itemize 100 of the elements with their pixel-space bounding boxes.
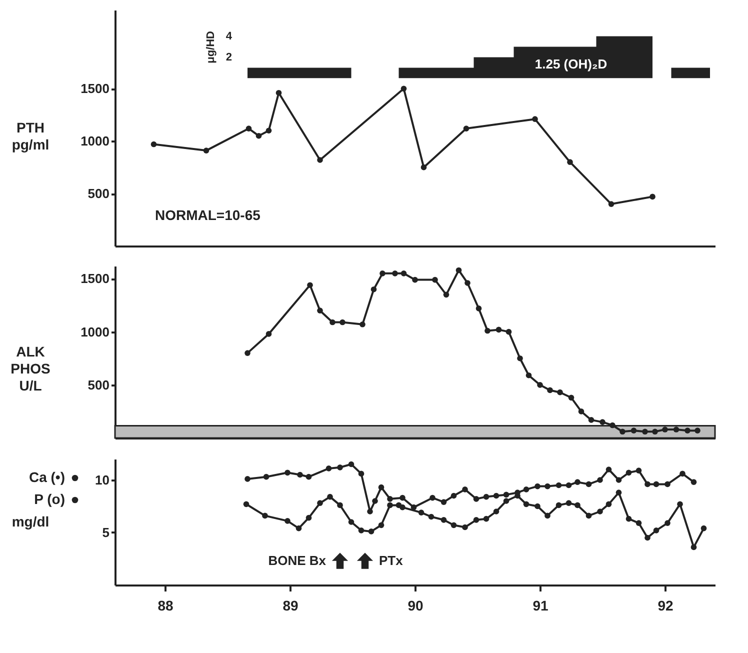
y-axis-title: mg/dl [12,514,50,530]
point [588,417,594,423]
x-tick-label: 89 [282,598,298,614]
point [330,319,336,326]
y-axis-title: PTH pg/ml [12,120,50,152]
point [358,527,364,534]
legend-label: Ca (•) [28,469,65,485]
point [244,476,250,482]
point [327,494,333,500]
point [566,500,572,506]
point [526,372,532,378]
point [597,477,603,483]
point [630,428,637,434]
point [523,486,530,492]
point [517,355,523,362]
point [673,426,680,432]
y-tick-label: 5 [102,525,110,540]
y-tick-label: 1000 [80,134,110,149]
point [420,164,427,170]
point [653,527,660,534]
point [337,502,343,508]
point [690,544,697,550]
point [284,518,290,524]
y-tick-label: 10 [95,472,110,488]
point [503,498,510,504]
point [484,328,490,334]
point [483,494,490,500]
annotation: BONE Bx [268,552,327,568]
x-tick-label: 90 [408,598,424,614]
point [246,126,252,132]
point [680,470,686,477]
point [568,394,574,401]
point [266,128,272,134]
point [387,496,393,502]
point [677,501,683,508]
point [608,201,614,207]
x-tick-label: 88 [158,598,174,614]
point [700,525,707,532]
point [653,481,660,488]
point [644,481,650,488]
point [626,470,632,476]
point [317,500,323,506]
point [644,534,650,541]
point [586,481,592,488]
point [317,157,323,163]
y-tick-label: 500 [88,186,110,202]
point [578,408,584,414]
point [370,286,377,292]
point [664,481,670,488]
point [694,428,700,434]
point [544,483,550,490]
point [378,484,384,490]
point [642,428,648,435]
point [493,492,500,499]
point [348,461,354,468]
point [340,319,346,326]
point [378,522,384,528]
y2-tick-label: 4 [226,30,233,43]
point [473,516,480,523]
point [368,528,374,534]
y2-tick-label: 2 [226,52,232,64]
annotation: PTx [379,552,404,568]
point [586,512,592,519]
point [664,520,670,526]
legend-label: P (o) [34,491,65,507]
point [387,502,393,508]
point [203,148,210,154]
point [556,482,562,488]
point [284,470,290,476]
point [358,470,364,477]
point [400,494,406,501]
point [503,492,510,498]
point [150,141,157,148]
point [636,520,642,526]
point [523,501,530,508]
point [306,474,312,480]
point [428,514,434,520]
point [400,86,407,92]
point [616,477,622,483]
point [610,422,616,428]
point [462,486,468,492]
point [450,492,457,499]
point [506,328,512,335]
point [440,516,447,523]
point [473,496,480,502]
point [463,126,470,132]
point [243,501,250,508]
point [534,483,540,490]
point [317,308,323,314]
point [337,464,343,470]
point [276,90,282,96]
point [652,428,658,435]
point [606,466,612,472]
y-tick-label: 1500 [80,271,110,286]
annotation: NORMAL=10-65 [155,207,261,223]
point [450,522,457,528]
point [597,508,603,514]
point [430,494,436,501]
point [532,116,538,122]
point [636,468,642,474]
